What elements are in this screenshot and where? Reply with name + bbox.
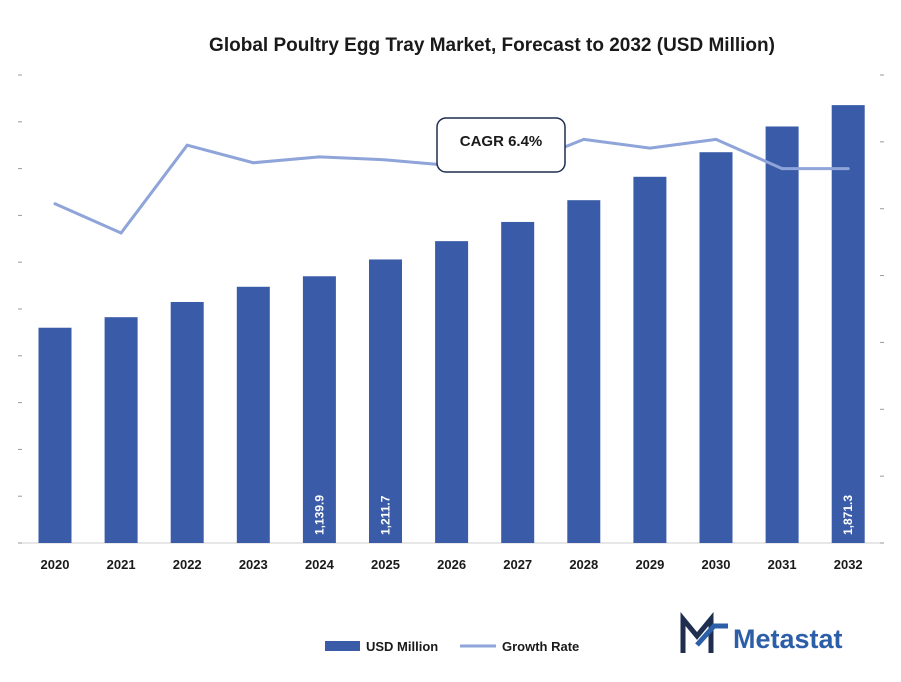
bar-2032 — [831, 105, 865, 544]
legend-label-usd-million: USD Million — [366, 639, 438, 654]
growth-rate-point-2024 — [317, 155, 321, 159]
chart-title: Global Poultry Egg Tray Market, Forecast… — [209, 35, 775, 56]
bar-2020 — [38, 327, 72, 543]
x-tick-2027: 2027 — [503, 557, 532, 572]
cagr-box — [436, 117, 566, 173]
x-tick-2029: 2029 — [635, 557, 664, 572]
growth-rate-point-2030 — [714, 137, 718, 141]
growth-rate-point-2028 — [582, 137, 586, 141]
bar-2028 — [567, 200, 601, 543]
legend-swatch-usd-million — [325, 641, 360, 651]
x-tick-2030: 2030 — [702, 557, 731, 572]
growth-rate-point-2032 — [846, 167, 850, 171]
metastat-logo-icon — [680, 612, 728, 653]
cagr-callout: CAGR 6.4% — [436, 117, 566, 173]
bar-2026 — [435, 241, 469, 543]
bar-data-labels: 1,139.9 1,211.7 1,871.3 — [312, 495, 855, 535]
bar-2029 — [633, 176, 667, 544]
x-tick-2032: 2032 — [834, 557, 863, 572]
growth-rate-point-2020 — [53, 202, 57, 206]
bar-2025 — [369, 259, 402, 543]
x-tick-2021: 2021 — [107, 557, 136, 572]
bar-2030 — [699, 152, 733, 543]
x-tick-2025: 2025 — [371, 557, 400, 572]
bar-2022 — [170, 301, 204, 543]
bar-series — [38, 105, 865, 544]
x-tick-2028: 2028 — [569, 557, 598, 572]
bar-2023 — [236, 286, 270, 543]
x-tick-2022: 2022 — [173, 557, 202, 572]
bar-2024 — [302, 276, 336, 543]
bar-value-label-2024: 1,139.9 — [312, 495, 326, 535]
growth-rate-point-2021 — [119, 231, 123, 235]
x-tick-2024: 2024 — [305, 557, 335, 572]
x-tick-2031: 2031 — [768, 557, 797, 572]
brand-name: Metastat — [733, 624, 843, 654]
growth-rate-point-2023 — [251, 161, 255, 165]
x-tick-2023: 2023 — [239, 557, 268, 572]
growth-rate-point-2029 — [648, 146, 652, 150]
brand-logo: Metastat — [680, 612, 843, 654]
bar-2031 — [765, 126, 799, 543]
legend-label-growth-rate: Growth Rate — [502, 639, 579, 654]
right-axis — [880, 74, 884, 544]
growth-rate-point-2025 — [384, 158, 387, 162]
growth-rate-point-2031 — [780, 167, 784, 171]
bar-2027 — [501, 221, 535, 543]
bar-value-label-2025: 1,211.7 — [379, 495, 393, 535]
legend: USD Million Growth Rate — [325, 639, 579, 654]
bar-2021 — [104, 317, 138, 543]
growth-rate-point-2022 — [185, 143, 189, 147]
x-axis-tick-labels: 2020 2021 2022 2023 2024 2025 2026 2027 2028 2029… — [41, 557, 863, 572]
x-tick-2026: 2026 — [437, 557, 466, 572]
left-axis — [18, 74, 22, 544]
bar-value-label-2032: 1,871.3 — [841, 495, 855, 535]
cagr-label: CAGR 6.4% — [460, 133, 543, 150]
x-tick-2020: 2020 — [41, 557, 70, 572]
